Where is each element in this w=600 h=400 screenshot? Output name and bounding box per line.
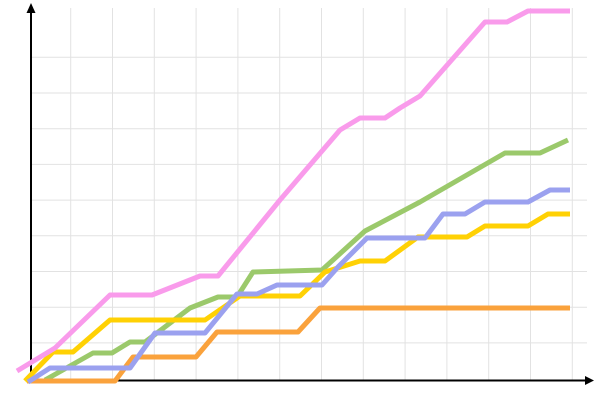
series-green-line [43, 137, 570, 383]
y-axis-arrow-icon [26, 3, 36, 13]
gridlines [31, 8, 587, 380]
series-yellow-line [23, 211, 570, 383]
series-pink-line [15, 8, 570, 374]
series-blue-line [26, 187, 570, 385]
series-orange-line [27, 305, 570, 384]
x-axis-arrow-icon [585, 376, 594, 385]
axes [30, 12, 585, 382]
